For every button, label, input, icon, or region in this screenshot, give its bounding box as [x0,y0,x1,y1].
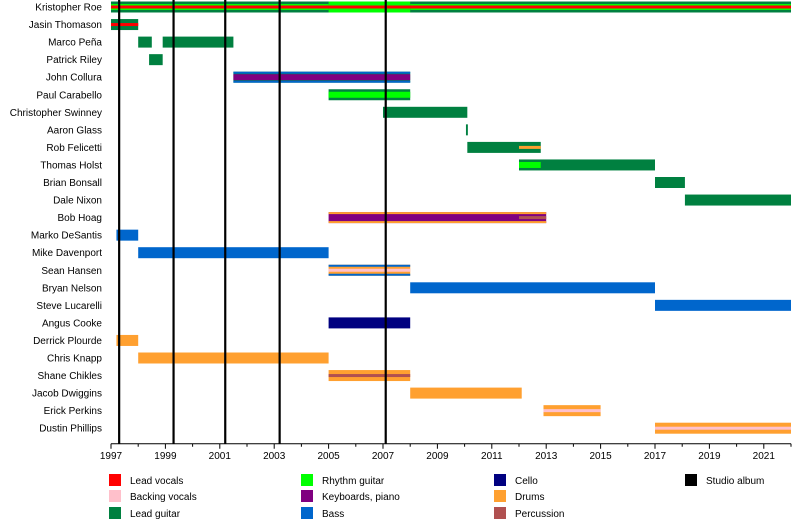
legend-label-cello: Cello [515,476,538,487]
x-tick-label-2003: 2003 [263,451,286,462]
member-label-shane-chikles: Shane Chikles [38,371,102,382]
legend-swatch-backing_vocals [109,490,121,502]
member-label-paul-carabello: Paul Carabello [36,90,102,101]
legend-label-percussion: Percussion [515,509,564,520]
member-label-marco-pe-a: Marco Peña [48,38,102,49]
bar-stripe-shane-chikles-1 [328,374,411,378]
legend-swatch-rhythm_guitar [301,474,313,486]
bar-marco-pe-a-1 [162,36,234,48]
bar-jacob-dwiggins-0 [410,387,522,399]
bar-bryan-nelson-0 [410,282,655,294]
member-label-christopher-swinney: Christopher Swinney [10,108,102,119]
member-label-erick-perkins: Erick Perkins [44,406,102,417]
bar-outline-top-bob-hoag-1 [328,212,547,215]
bar-marko-desantis-0 [116,229,139,241]
x-tick-label-2017: 2017 [644,451,667,462]
bar-outline-top-sean-hansen-1 [328,264,411,267]
bar-outline-bottom-bob-hoag-1 [328,221,547,224]
bar-stripe-jasin-thomason-1 [111,23,139,27]
member-label-marko-desantis: Marko DeSantis [31,231,102,242]
bar-stripe-rob-felicetti-1 [519,145,541,149]
bar-stripe-bob-hoag-2 [519,216,547,220]
bar-dale-nixon-0 [684,194,791,206]
member-label-john-collura: John Collura [46,73,103,84]
bar-patrick-riley-0 [149,54,163,66]
member-label-chris-knapp: Chris Knapp [47,354,102,365]
legend-label-bass: Bass [322,509,344,520]
member-label-dale-nixon: Dale Nixon [53,196,102,207]
member-label-angus-cooke: Angus Cooke [42,318,102,329]
x-tick-label-2009: 2009 [426,451,449,462]
member-label-bryan-nelson: Bryan Nelson [42,283,102,294]
member-label-thomas-holst: Thomas Holst [40,160,102,171]
bar-inner-john-collura-1 [233,74,411,81]
bar-outline-top-john-collura-2 [233,71,411,74]
legend-label-rhythm_guitar: Rhythm guitar [322,476,385,487]
member-label-patrick-riley: Patrick Riley [46,55,102,66]
x-tick-label-1997: 1997 [100,451,123,462]
bar-stripe-erick-perkins-1 [543,409,601,413]
legend-swatch-percussion [494,507,506,519]
x-tick-label-2005: 2005 [317,451,340,462]
bar-inner-paul-carabello-1 [328,91,411,98]
x-tick-label-1999: 1999 [154,451,177,462]
legend-swatch-studio_album [685,474,697,486]
bar-rob-felicetti-0 [467,141,541,153]
bar-steve-lucarelli-0 [655,299,791,311]
bar-bob-hoag-0 [328,212,547,224]
legend-label-lead_guitar: Lead guitar [130,509,181,520]
bar-stripe-dustin-phillips-1 [655,426,791,430]
bar-stripe-sean-hansen-2 [328,268,411,272]
legend-swatch-keyboards [301,490,313,502]
bar-marco-pe-a-0 [138,36,152,48]
x-tick-label-2011: 2011 [481,451,503,462]
x-tick-label-2021: 2021 [753,451,776,462]
member-label-bob-hoag: Bob Hoag [58,213,102,224]
member-label-sean-hansen: Sean Hansen [41,266,102,277]
bar-angus-cooke-0 [328,317,411,329]
bar-chris-knapp-0 [138,352,329,364]
member-label-steve-lucarelli: Steve Lucarelli [36,301,102,312]
x-tick-label-2013: 2013 [535,451,558,462]
legend-label-backing_vocals: Backing vocals [130,492,197,503]
x-tick-label-2001: 2001 [209,451,232,462]
bar-christopher-swinney-0 [383,106,468,118]
bar-derrick-plourde-0 [116,334,139,346]
member-label-derrick-plourde: Derrick Plourde [33,336,102,347]
bar-inner-thomas-holst-1 [519,161,541,168]
legend-swatch-bass [301,507,313,519]
member-label-jacob-dwiggins: Jacob Dwiggins [32,389,102,400]
member-label-rob-felicetti: Rob Felicetti [46,143,102,154]
x-tick-label-2015: 2015 [589,451,612,462]
x-tick-label-2007: 2007 [372,451,395,462]
member-label-dustin-phillips: Dustin Phillips [39,424,102,435]
legend-swatch-lead_vocals [109,474,121,486]
bar-outline-bottom-sean-hansen-1 [328,273,411,276]
bar-stripe-kristopher-roe-4 [111,5,791,9]
bar-thomas-holst-0 [519,159,655,171]
legend-label-drums: Drums [515,492,544,503]
legend-label-keyboards: Keyboards, piano [322,492,400,503]
legend-swatch-lead_guitar [109,507,121,519]
member-label-aaron-glass: Aaron Glass [47,125,102,136]
bar-aaron-glass-0 [465,124,468,136]
member-label-brian-bonsall: Brian Bonsall [43,178,102,189]
legend-swatch-cello [494,474,506,486]
member-label-mike-davenport: Mike Davenport [32,248,102,259]
legend-swatch-drums [494,490,506,502]
bar-brian-bonsall-0 [655,177,685,188]
member-label-jasin-thomason: Jasin Thomason [29,20,102,31]
legend-label-lead_vocals: Lead vocals [130,476,183,487]
bar-mike-davenport-0 [138,247,329,259]
legend-label-studio_album: Studio album [706,476,764,487]
x-tick-label-2019: 2019 [698,451,721,462]
bar-outline-bottom-john-collura-2 [233,80,411,83]
member-label-kristopher-roe: Kristopher Roe [35,3,102,14]
